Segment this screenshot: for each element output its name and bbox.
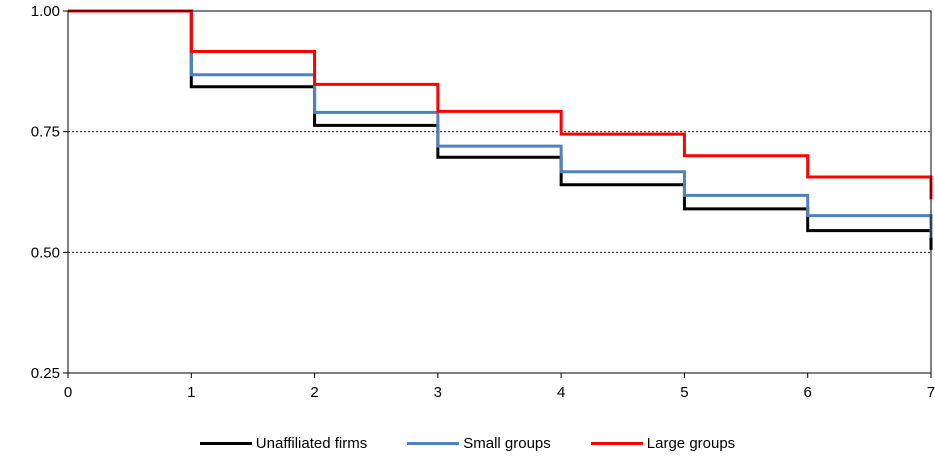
- legend-swatch-small-groups: [407, 441, 460, 445]
- legend-item-unaffiliated: Unaffiliated firms: [199, 434, 368, 452]
- legend: Unaffiliated firms Small groups Large gr…: [0, 430, 935, 456]
- y-tick-label-1: 0.50: [31, 244, 60, 261]
- plot-area-frame: [67, 10, 932, 374]
- survival-step-chart: 0.25 0.50 0.75 1.00 0 1 2 3 4 5 6 7: [31, 3, 935, 401]
- x-tick-label-4: 4: [557, 384, 565, 401]
- series-line-small-groups: [68, 9, 933, 238]
- x-tick-label-0: 0: [64, 384, 72, 401]
- legend-label-small-groups: Small groups: [463, 434, 551, 452]
- y-tick-label-3: 1.00: [31, 3, 60, 20]
- y-tick-label-0: 0.25: [31, 365, 60, 382]
- legend-label-large-groups: Large groups: [646, 434, 736, 452]
- x-tick-label-2: 2: [310, 384, 318, 401]
- y-tick-label-2: 0.75: [31, 124, 60, 141]
- x-tick-label-3: 3: [434, 384, 442, 401]
- x-tick-label-6: 6: [804, 384, 812, 401]
- x-tick-label-1: 1: [187, 384, 195, 401]
- gridlines: [68, 10, 931, 253]
- x-tick-label-7: 7: [927, 384, 935, 401]
- legend-swatch-unaffiliated: [199, 441, 252, 445]
- legend-item-large-groups: Large groups: [590, 434, 736, 452]
- x-tick-label-5: 5: [680, 384, 688, 401]
- axes: 0.25 0.50 0.75 1.00 0 1 2 3 4 5 6 7: [31, 3, 935, 401]
- legend-swatch-large-groups: [590, 441, 643, 445]
- legend-label-unaffiliated: Unaffiliated firms: [255, 434, 368, 452]
- legend-item-small-groups: Small groups: [407, 435, 551, 452]
- series-lines: [68, 9, 933, 250]
- series-line-unaffiliated-firms: [68, 9, 933, 250]
- series-line-large-groups: [68, 9, 933, 200]
